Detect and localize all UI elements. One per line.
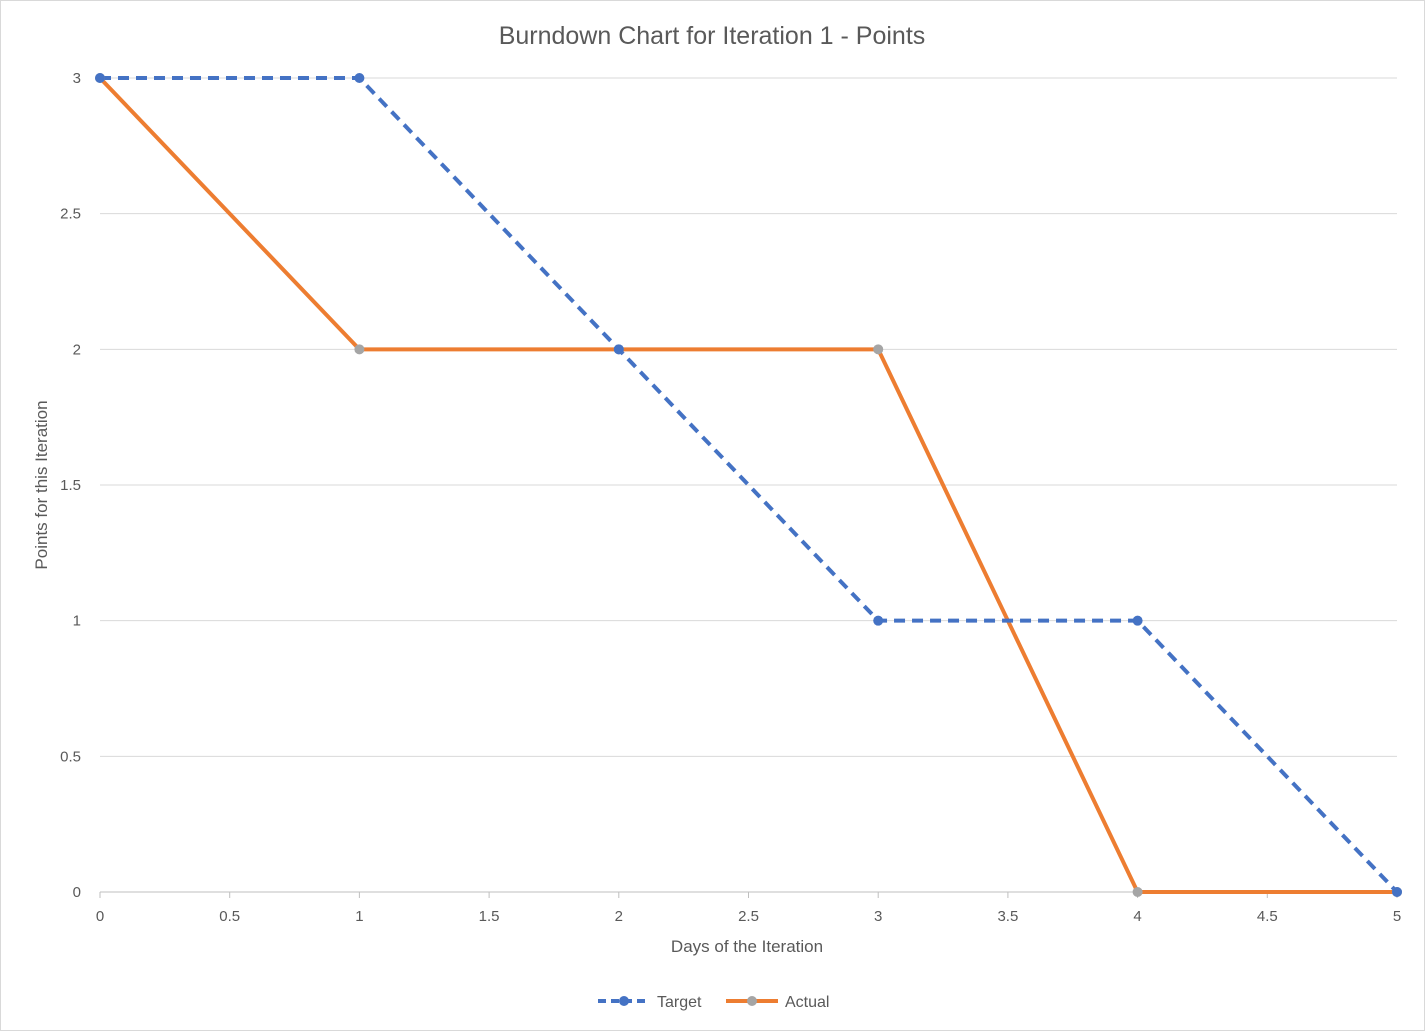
data-point-target [95, 73, 105, 83]
data-point-target [354, 73, 365, 83]
legend-item-target: Target [598, 994, 702, 1011]
legend: Target Actual [598, 994, 829, 1011]
y-tick-label: 2 [73, 341, 81, 358]
x-tick-label: 2 [615, 908, 623, 925]
x-tick-label: 5 [1393, 908, 1401, 925]
legend-item-actual: Actual [726, 994, 829, 1011]
data-point-target [613, 344, 624, 355]
y-tick-label: 2.5 [60, 206, 81, 223]
x-tick-label: 1 [355, 908, 363, 925]
gridlines [100, 77, 1397, 757]
legend-swatch-marker [619, 996, 629, 1006]
y-tick-label: 0.5 [60, 748, 81, 765]
data-point-target [873, 615, 884, 626]
data-point-actual [873, 344, 884, 355]
series-markers [95, 73, 1402, 897]
chart-title: Burndown Chart for Iteration 1 - Points [499, 22, 926, 50]
series-lines [98, 76, 1399, 894]
y-tick-label: 1.5 [60, 477, 81, 494]
x-axis-title: Days of the Iteration [671, 937, 823, 956]
series-line-target [100, 76, 1399, 894]
y-tick-label: 3 [73, 70, 81, 87]
x-tick-label: 0 [96, 908, 104, 925]
data-point-target [1392, 887, 1402, 897]
x-tick-label: 3.5 [997, 908, 1018, 925]
series-line-actual [98, 76, 1397, 894]
y-axis-title: Points for this Iteration [32, 400, 51, 569]
legend-label: Actual [785, 994, 829, 1011]
y-tick-label: 0 [73, 884, 81, 901]
x-tick-label: 4 [1133, 908, 1141, 925]
x-tick-label: 3 [874, 908, 882, 925]
legend-label: Target [657, 994, 702, 1011]
x-tick-label: 2.5 [738, 908, 759, 925]
legend-swatch-marker [747, 996, 757, 1006]
data-point-actual [354, 344, 365, 355]
y-tick-label: 1 [73, 613, 81, 630]
x-tick-label: 1.5 [479, 908, 500, 925]
axes: 0 0.5 1 1.5 2 2.5 3 0 0.5 1 1.5 2 2.5 3 3.5 4 4.5 5 [60, 70, 1401, 925]
data-point-target [1132, 615, 1143, 626]
x-tick-label: 4.5 [1257, 908, 1278, 925]
x-tick-label: 0.5 [219, 908, 240, 925]
data-point-actual [1132, 887, 1143, 897]
